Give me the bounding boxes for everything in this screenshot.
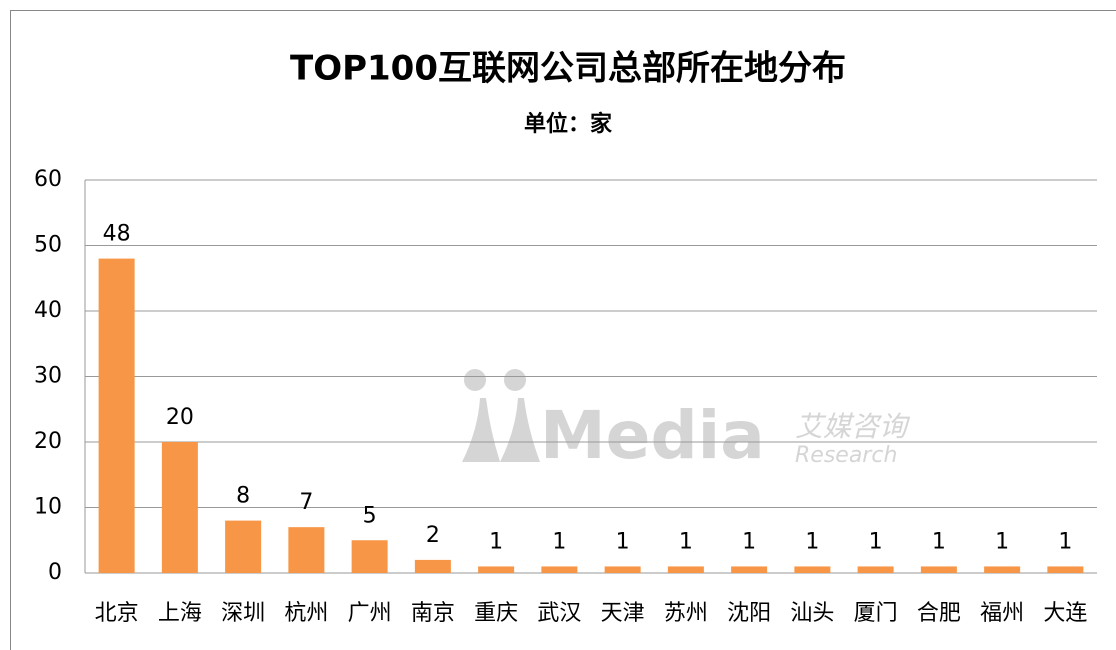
data-label: 7 (299, 490, 313, 515)
y-tick-label: 50 (34, 233, 62, 258)
x-tick-label: 厦门 (854, 601, 898, 626)
x-tick-label: 大连 (1043, 601, 1087, 626)
bar (794, 566, 831, 573)
y-tick-label: 0 (48, 560, 62, 585)
bar (604, 566, 641, 573)
data-label: 20 (166, 405, 194, 430)
bar (351, 540, 388, 573)
watermark-dot (504, 369, 526, 391)
y-tick-label: 40 (34, 298, 62, 323)
data-label: 1 (552, 529, 566, 554)
data-label: 2 (426, 523, 440, 548)
bar (541, 566, 578, 573)
x-tick-label: 上海 (158, 601, 202, 626)
watermark-cn: 艾媒咨询 (795, 410, 911, 443)
bar (288, 527, 325, 573)
bar (225, 520, 262, 573)
data-label: 1 (742, 529, 756, 554)
x-tick-label: 杭州 (284, 601, 328, 626)
data-label: 1 (805, 529, 819, 554)
bar (857, 566, 894, 573)
bar (161, 442, 198, 573)
watermark-en: Research (795, 443, 897, 468)
x-tick-label: 天津 (601, 601, 645, 626)
x-tick-label: 苏州 (664, 601, 708, 626)
x-tick-label: 汕头 (790, 601, 834, 626)
data-label: 1 (489, 529, 503, 554)
x-tick-label: 福州 (980, 601, 1024, 626)
data-label: 1 (1058, 529, 1072, 554)
chart-title: TOP100互联网公司总部所在地分布 (290, 49, 846, 89)
y-tick-label: 20 (34, 429, 62, 454)
x-tick-label: 广州 (348, 601, 392, 626)
data-label: 5 (363, 503, 377, 528)
x-tick-label: 南京 (411, 601, 455, 626)
bar (98, 258, 135, 573)
x-tick-label: 深圳 (221, 601, 265, 626)
data-label: 1 (869, 529, 883, 554)
x-tick-label: 武汉 (537, 601, 581, 626)
chart-subtitle: 单位：家 (524, 111, 613, 137)
y-tick-label: 60 (34, 167, 62, 192)
y-tick-label: 30 (34, 364, 62, 389)
x-tick-label: 重庆 (474, 601, 518, 626)
x-tick-label: 合肥 (917, 601, 961, 626)
chart-frame (10, 10, 1116, 650)
data-label: 1 (932, 529, 946, 554)
x-tick-label: 沈阳 (727, 601, 771, 626)
data-label: 1 (616, 529, 630, 554)
data-label: 48 (103, 222, 131, 247)
bar (478, 566, 515, 573)
y-tick-label: 10 (34, 495, 62, 520)
data-label: 1 (679, 529, 693, 554)
bar (731, 566, 768, 573)
watermark: Media 艾媒咨询 Research (462, 369, 911, 474)
bar (984, 566, 1021, 573)
bar (667, 566, 704, 573)
watermark-dot (464, 369, 486, 391)
x-tick-label: 北京 (95, 601, 139, 626)
data-label: 8 (236, 484, 250, 509)
data-label: 1 (995, 529, 1009, 554)
bar (414, 559, 451, 573)
watermark-shape (462, 398, 540, 462)
bar (1047, 566, 1084, 573)
bar (920, 566, 957, 573)
watermark-brand: Media (540, 397, 765, 474)
